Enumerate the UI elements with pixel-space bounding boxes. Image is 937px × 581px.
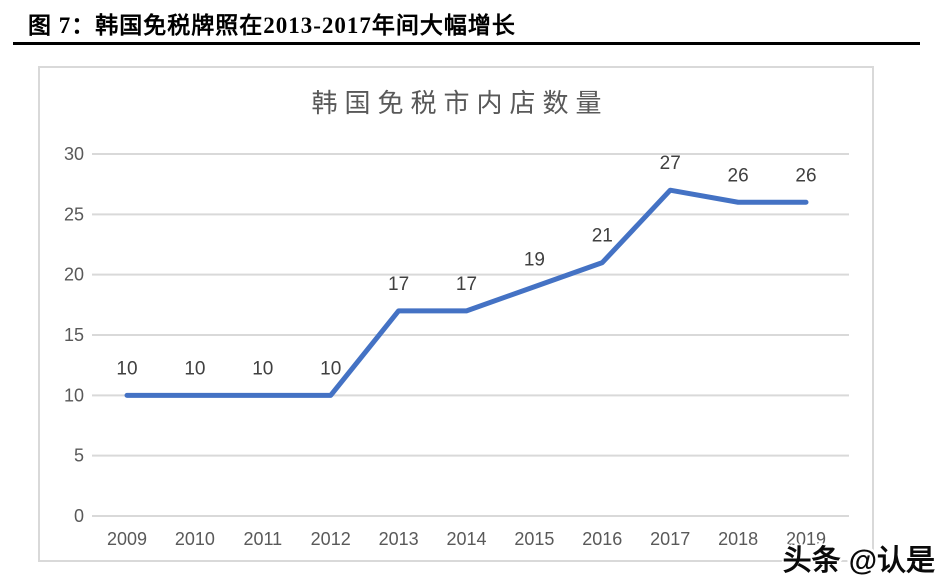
x-tick-label: 2018 <box>718 529 758 549</box>
data-point-label: 10 <box>320 358 341 379</box>
data-point-label: 21 <box>592 226 613 247</box>
y-tick-label: 0 <box>74 506 84 526</box>
y-tick-label: 20 <box>64 265 84 285</box>
y-tick-label: 5 <box>74 446 84 466</box>
y-tick-label: 15 <box>64 325 84 345</box>
figure-caption: 图 7：韩国免税牌照在2013-2017年间大幅增长 <box>28 13 516 38</box>
data-point-label: 17 <box>388 274 409 295</box>
y-tick-label: 30 <box>64 144 84 164</box>
y-tick-label: 10 <box>64 385 84 405</box>
data-point-label: 19 <box>524 250 545 271</box>
x-tick-label: 2015 <box>514 529 554 549</box>
data-point-label: 27 <box>660 153 681 174</box>
data-point-label: 17 <box>456 274 477 295</box>
x-tick-label: 2014 <box>446 529 486 549</box>
x-tick-label: 2013 <box>379 529 419 549</box>
data-point-label: 26 <box>795 165 816 186</box>
data-point-label: 10 <box>252 358 273 379</box>
x-tick-label: 2010 <box>175 529 215 549</box>
x-tick-label: 2017 <box>650 529 690 549</box>
line-chart: 0 5 10 15 20 25 30 2009 2010 2011 2012 2013 2014 2015… <box>64 89 849 549</box>
x-tick-label: 2016 <box>582 529 622 549</box>
chart-title: 韩国免税市内店数量 <box>311 89 608 118</box>
data-point-label: 26 <box>728 165 749 186</box>
chart-panel: 0 5 10 15 20 25 30 2009 2010 2011 2012 2013 2014 2015… <box>38 66 874 562</box>
data-point-label: 10 <box>184 358 205 379</box>
data-point-label: 10 <box>116 358 137 379</box>
x-tick-label: 2019 <box>786 529 826 549</box>
x-tick-label: 2009 <box>107 529 147 549</box>
series-line <box>124 187 809 398</box>
x-tick-label: 2011 <box>243 529 282 549</box>
y-tick-label: 25 <box>64 204 84 224</box>
x-tick-label: 2012 <box>311 529 351 549</box>
caption-divider <box>13 42 920 45</box>
